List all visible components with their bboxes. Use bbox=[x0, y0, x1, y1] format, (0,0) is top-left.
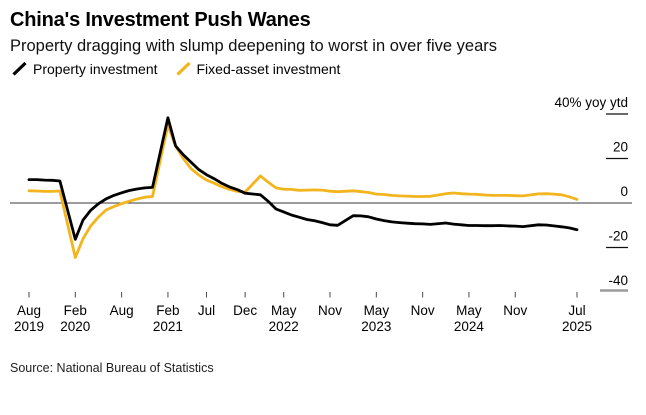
x-tick-month-label: Nov bbox=[318, 303, 342, 318]
source-note: Source: National Bureau of Statistics bbox=[10, 361, 214, 375]
slash-line-icon bbox=[175, 61, 191, 76]
x-tick-month-label: Aug bbox=[17, 303, 41, 318]
legend-label-property-investment: Property investment bbox=[33, 61, 158, 77]
x-tick-month-label: May bbox=[456, 303, 482, 318]
x-tick-year-label: 2020 bbox=[60, 319, 90, 334]
chart-legend: Property investment Fixed-asset investme… bbox=[11, 61, 340, 77]
y-tick-label: 0 bbox=[620, 184, 628, 199]
x-tick-year-label: 2025 bbox=[562, 319, 592, 334]
y-tick-label: -40 bbox=[608, 273, 628, 288]
x-tick-year-label: 2022 bbox=[269, 319, 299, 334]
chart-subtitle: Property dragging with slump deepening t… bbox=[10, 37, 497, 55]
y-tick-label: 40% yoy ytd bbox=[554, 95, 628, 110]
y-tick-label: -20 bbox=[608, 229, 628, 244]
x-tick-year-label: 2021 bbox=[153, 319, 183, 334]
property-investment-line bbox=[27, 116, 579, 241]
x-tick-month-label: Jul bbox=[568, 303, 585, 318]
x-tick-month-label: Dec bbox=[233, 303, 257, 318]
x-tick-month-label: Nov bbox=[503, 303, 527, 318]
slash-line-icon-stroke bbox=[175, 61, 191, 76]
chart-title: China's Investment Push Wanes bbox=[10, 9, 311, 31]
legend-item-fixed-asset-investment: Fixed-asset investment bbox=[175, 61, 341, 77]
x-tick-month-label: Nov bbox=[411, 303, 435, 318]
x-tick-month-label: Feb bbox=[156, 303, 179, 318]
x-tick-year-label: 2024 bbox=[454, 319, 485, 334]
x-tick-month-label: Jul bbox=[198, 303, 215, 318]
y-tick-label: 20 bbox=[613, 140, 628, 155]
x-tick-month-label: Feb bbox=[64, 303, 87, 318]
x-tick-month-label: May bbox=[364, 303, 390, 318]
legend-item-property-investment: Property investment bbox=[11, 61, 158, 77]
x-tick-year-label: 2023 bbox=[361, 319, 391, 334]
legend-label-fixed-asset-investment: Fixed-asset investment bbox=[196, 61, 341, 77]
x-tick-month-label: May bbox=[271, 303, 297, 318]
slash-line-icon bbox=[12, 61, 27, 76]
x-tick-year-label: 2019 bbox=[14, 319, 44, 334]
x-tick-month-label: Aug bbox=[110, 303, 134, 318]
fixed-asset-investment-line bbox=[27, 123, 579, 259]
slash-line-icon-stroke bbox=[12, 61, 27, 76]
